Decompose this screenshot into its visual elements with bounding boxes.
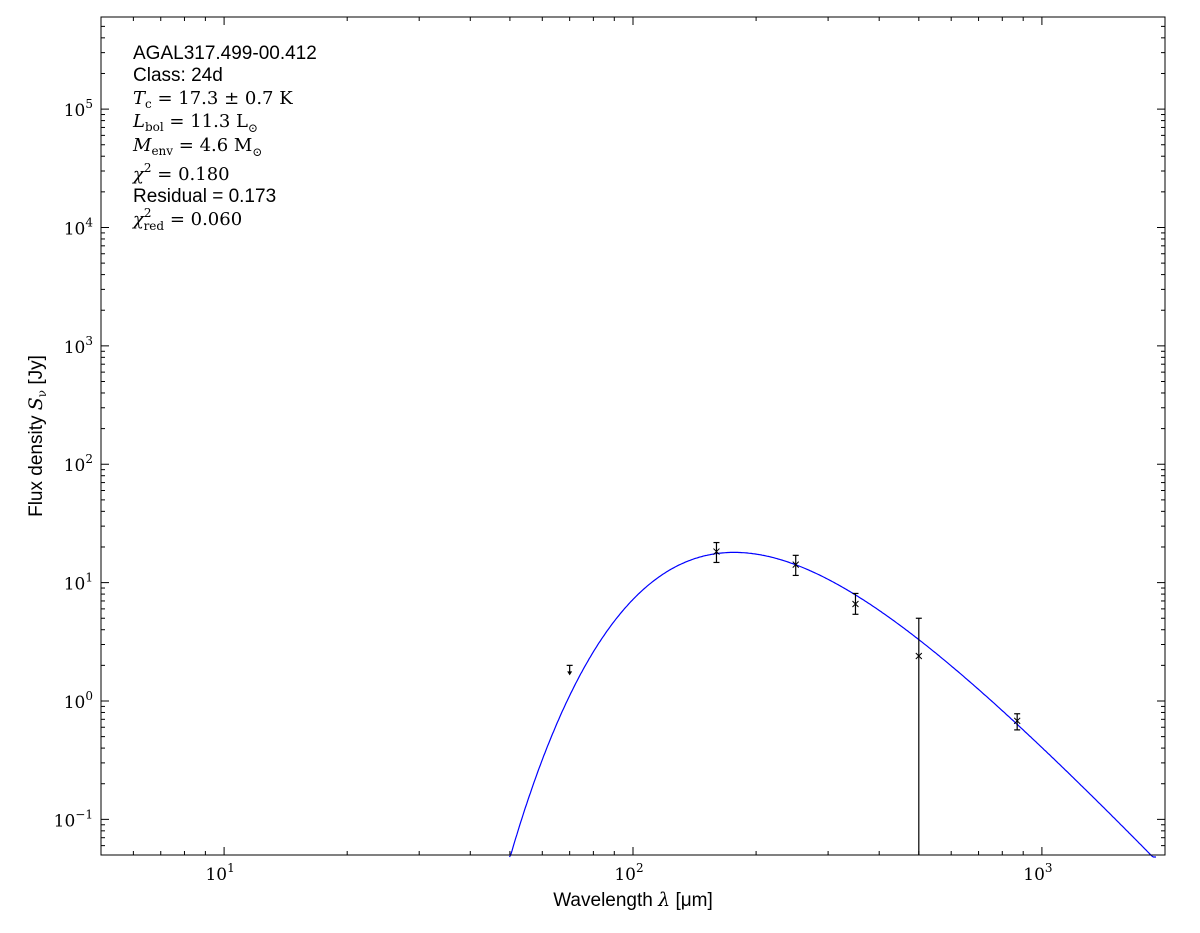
down-arrow-icon <box>567 671 573 676</box>
y-tick-exp: −1 <box>75 807 93 821</box>
lbol-label: Lbol = 11.3 L⊙ <box>132 111 258 135</box>
class-label: Class: 24d <box>133 65 223 86</box>
y-tick-exp: 4 <box>85 215 93 229</box>
annotation-block: AGAL317.499-00.412 Class: 24d Tc = 17.3 … <box>131 43 317 233</box>
y-tick-label: 105 <box>64 97 93 121</box>
data-point <box>915 617 923 855</box>
x-tick-exp: 1 <box>227 861 235 875</box>
x-marker <box>915 652 923 660</box>
y-tick-label: 103 <box>64 334 93 358</box>
data-point <box>713 541 720 564</box>
y-tick-label: 104 <box>64 215 94 239</box>
source-name: AGAL317.499-00.412 <box>133 43 317 64</box>
y-tick-exp: 3 <box>85 334 93 348</box>
x-marker <box>713 548 720 555</box>
y-tick-label: 10−1 <box>54 807 93 831</box>
x-tick-label: 103 <box>1023 861 1052 885</box>
x-tick-base: 10 <box>1023 865 1045 885</box>
x-tick-base: 10 <box>614 865 636 885</box>
data-point <box>852 592 859 615</box>
data-point <box>1013 713 1021 731</box>
tc-label: Tc = 17.3 ± 0.7 K <box>133 88 293 111</box>
y-tick-label: 100 <box>64 689 93 713</box>
upper-limit <box>566 664 573 676</box>
chi2-label: χ2 = 0.180 <box>131 161 230 185</box>
y-tick-exp: 0 <box>85 689 93 703</box>
data-point <box>792 554 800 577</box>
y-tick-label: 102 <box>64 452 93 476</box>
residual-label: Residual = 0.173 <box>133 186 276 207</box>
y-tick-exp: 2 <box>85 452 93 466</box>
y-tick-base: 10 <box>54 811 76 831</box>
y-tick-base: 10 <box>64 338 86 358</box>
x-tick-label: 102 <box>614 861 643 885</box>
menv-label: Menv = 4.6 M⊙ <box>132 135 262 159</box>
y-tick-base: 10 <box>64 693 86 713</box>
y-tick-base: 10 <box>64 219 86 239</box>
x-tick-exp: 2 <box>636 861 644 875</box>
y-tick-label: 101 <box>64 571 93 595</box>
x-marker <box>792 561 800 568</box>
x-axis-label: Wavelength λ [μm] <box>553 889 713 911</box>
x-tick-base: 10 <box>205 865 227 885</box>
x-tick-exp: 3 <box>1045 861 1053 875</box>
y-tick-base: 10 <box>64 575 86 595</box>
model-fit-curve <box>508 551 1156 858</box>
y-tick-base: 10 <box>64 456 86 476</box>
data-points <box>566 541 1021 855</box>
plot-frame <box>100 16 1166 856</box>
chi2red-label: χ2 red = 0.060 <box>131 206 242 233</box>
y-tick-base: 10 <box>64 101 86 121</box>
x-marker <box>1013 717 1021 725</box>
y-axis-label: Flux density Sν [Jy] <box>25 355 49 517</box>
x-tick-label: 101 <box>205 861 234 885</box>
x-marker <box>852 600 859 608</box>
y-tick-exp: 1 <box>85 571 93 585</box>
y-tick-exp: 5 <box>85 97 93 111</box>
